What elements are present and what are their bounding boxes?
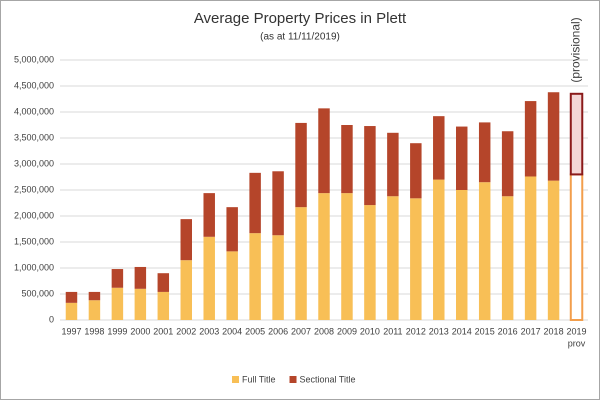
legend-swatch: [232, 376, 239, 383]
bar-segment: [111, 269, 124, 288]
x-tick-label: 2004: [222, 326, 242, 336]
bar-segment: [88, 300, 101, 320]
chart-title: Average Property Prices in Plett: [194, 10, 407, 27]
x-tick-label: 2006: [268, 326, 288, 336]
bar-segment: [295, 207, 307, 320]
x-tick-note: prov: [568, 338, 586, 348]
bar-segment: [410, 143, 422, 199]
x-tick-label: 2003: [199, 326, 219, 336]
bar-segment: [456, 126, 468, 190]
bar-segment: [547, 180, 560, 320]
bar-segment: [433, 179, 445, 320]
annotation: (provisional): [569, 17, 583, 82]
x-tick-label: 2018: [544, 326, 564, 336]
chart-subtitle: (as at 11/11/2019): [260, 32, 340, 43]
bar-segment: [569, 173, 584, 321]
y-tick-label: 4,000,000: [14, 106, 54, 116]
x-tick-label: 2013: [429, 326, 449, 336]
y-tick-label: 3,500,000: [14, 132, 54, 142]
bar-segment: [65, 302, 78, 320]
x-tick-label: 2001: [153, 326, 173, 336]
y-tick-label: 1,500,000: [14, 236, 54, 246]
bar-segment: [249, 172, 261, 234]
bar-segment: [569, 92, 584, 176]
bar-segment: [547, 92, 560, 181]
bar-segment: [387, 132, 399, 197]
y-tick-label: 5,000,000: [14, 54, 54, 64]
bar-segment: [524, 176, 537, 320]
x-tick-label: 2008: [314, 326, 334, 336]
bar-segment: [134, 266, 147, 289]
x-tick-label: 2017: [521, 326, 541, 336]
bar-segment: [180, 219, 192, 261]
bar-segment: [272, 235, 284, 320]
bar-segment: [456, 190, 468, 320]
x-tick-label: 2010: [360, 326, 380, 336]
bar-segment: [88, 291, 101, 301]
x-tick-label: 2014: [452, 326, 472, 336]
x-tick-label: 2015: [475, 326, 495, 336]
legend-label: Sectional Title: [300, 374, 356, 384]
x-tick-label: 2005: [245, 326, 265, 336]
x-tick-label: 1997: [61, 326, 81, 336]
x-tick-label: 2016: [498, 326, 518, 336]
x-tick-label: 2012: [406, 326, 426, 336]
x-tick-label: 1998: [84, 326, 104, 336]
y-tick-label: 4,500,000: [14, 80, 54, 90]
bar-segment: [524, 101, 537, 177]
bar-segment: [65, 291, 78, 303]
bar-segment: [203, 236, 215, 320]
x-tick-label: 1999: [107, 326, 127, 336]
bar-segment: [157, 273, 170, 292]
bar-segment: [387, 196, 399, 320]
y-tick-label: 2,000,000: [14, 210, 54, 220]
bar-segment: [249, 233, 261, 320]
bar-segment: [501, 196, 514, 320]
bar-segment: [478, 182, 491, 320]
bar-segment: [410, 198, 422, 320]
x-tick-label: 2002: [176, 326, 196, 336]
x-tick-label: 2019: [567, 326, 587, 336]
bar-segment: [134, 288, 147, 320]
x-tick-label: 2011: [383, 326, 402, 336]
bar-segment: [111, 287, 124, 320]
bar-segment: [180, 260, 192, 320]
bar-segment: [433, 116, 445, 180]
bar-segment: [364, 205, 376, 320]
y-tick-label: 2,500,000: [14, 184, 54, 194]
bar-segment: [341, 125, 353, 194]
bar-segment: [501, 131, 514, 197]
y-tick-label: 0: [49, 314, 54, 324]
bar-segment: [318, 108, 330, 194]
x-tick-label: 2009: [337, 326, 357, 336]
bar-segment: [341, 193, 353, 320]
bar-segment: [226, 251, 238, 320]
legend-label: Full Title: [242, 374, 276, 384]
bar-segment: [295, 122, 307, 208]
bar-segment: [478, 122, 491, 183]
bar-segment: [272, 171, 284, 236]
bar-segment: [157, 291, 170, 320]
legend-swatch: [289, 376, 297, 383]
y-tick-label: 1,000,000: [14, 262, 54, 272]
bar-segment: [318, 193, 330, 320]
bar-segment: [203, 193, 215, 237]
bar-segment: [364, 126, 376, 206]
x-tick-label: 2007: [291, 326, 311, 336]
x-tick-label: 2000: [130, 326, 150, 336]
bar-segment: [226, 207, 238, 252]
y-tick-label: 3,000,000: [14, 158, 54, 168]
y-tick-label: 500,000: [21, 288, 54, 298]
